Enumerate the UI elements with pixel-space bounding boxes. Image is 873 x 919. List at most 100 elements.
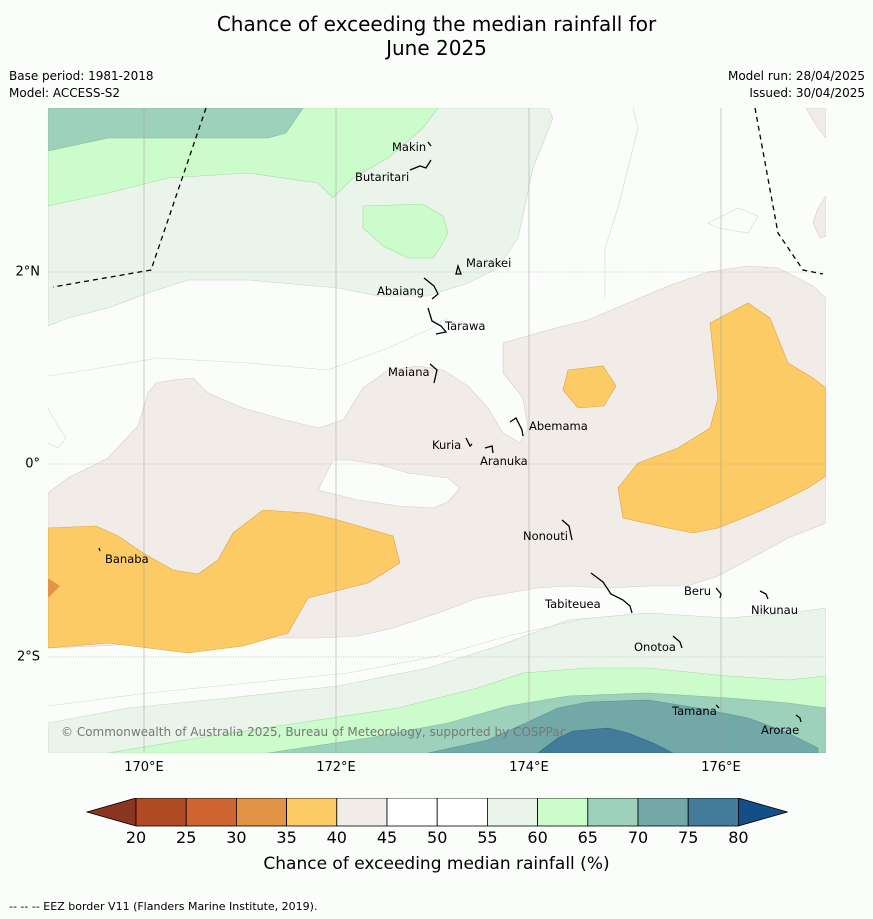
contour-45-55-hole <box>317 459 461 509</box>
onotoa-island <box>672 635 683 649</box>
label-abemama: Abemama <box>529 419 588 433</box>
x-tick-172e: 172°E <box>316 760 356 775</box>
title-line-1: Chance of exceeding the median rainfall … <box>216 12 657 36</box>
label-onotoa: Onotoa <box>634 640 676 654</box>
contour-40-45-ne2 <box>812 195 826 239</box>
colorbar-segment <box>235 798 287 827</box>
colorbar-tick-label: 25 <box>176 828 197 847</box>
contour-line-50d <box>707 207 759 234</box>
colorbar-under-arrow <box>86 798 137 827</box>
contour-line-50 <box>48 317 449 377</box>
contour-35-40-small <box>562 365 617 409</box>
colorbar-tick-label: 55 <box>477 828 498 847</box>
banaba-island <box>98 547 101 552</box>
colorbar-tick-label: 30 <box>226 828 247 847</box>
label-kuria: Kuria <box>432 438 461 452</box>
colorbar-tick-label: 20 <box>125 828 147 847</box>
makin-island <box>427 141 432 147</box>
contour-35-40-west <box>48 509 401 654</box>
issued-date: Issued: 30/04/2025 <box>749 86 865 100</box>
colorbar-segment <box>537 798 589 827</box>
tarawa-island <box>427 307 448 335</box>
contour-line-50c <box>604 108 639 298</box>
arorae-island <box>795 714 802 723</box>
gridlines <box>48 108 826 753</box>
label-butaritari: Butaritari <box>355 170 409 184</box>
model-name: Model: ACCESS-S2 <box>9 86 121 100</box>
eez-border-west <box>52 108 207 288</box>
abemama-island <box>509 417 524 437</box>
label-beru: Beru <box>684 584 711 598</box>
colorbar-segment <box>637 798 689 827</box>
label-abaiang: Abaiang <box>377 284 424 298</box>
colorbar-tick-label: 45 <box>376 828 398 847</box>
kuria-island <box>465 437 473 448</box>
label-banaba: Banaba <box>105 552 149 566</box>
contour-30-35-edge <box>48 578 60 598</box>
tamana-island <box>715 704 720 709</box>
contour-70-75-south <box>427 699 819 753</box>
label-tarawa: Tarawa <box>444 319 485 333</box>
meta-left: Base period: 1981-2018 Model: ACCESS-S2 <box>9 68 154 102</box>
colorbar-segment <box>135 798 187 827</box>
label-arorae: Arorae <box>761 723 799 737</box>
contour-line-50e <box>48 407 67 449</box>
colorbar-segment <box>436 798 488 827</box>
colorbar-segment <box>286 798 338 827</box>
colorbar-segment <box>336 798 388 827</box>
contour-75-80-south <box>537 727 674 753</box>
label-nikunau: Nikunau <box>751 603 798 617</box>
x-tick-176e: 176°E <box>701 760 741 775</box>
base-period: Base period: 1981-2018 <box>9 69 154 83</box>
copyright-notice: © Commonwealth of Australia 2025, Bureau… <box>61 725 566 739</box>
chart-title: Chance of exceeding the median rainfall … <box>0 12 873 60</box>
butaritari-island <box>409 159 432 171</box>
label-maiana: Maiana <box>388 365 430 379</box>
label-makin: Makin <box>392 140 426 154</box>
colorbar-tick-label: 35 <box>276 828 297 847</box>
meta-right: Model run: 28/04/2025 Issued: 30/04/2025 <box>728 68 865 102</box>
nonouti-island <box>561 519 573 541</box>
maiana-island <box>429 363 438 384</box>
colorbar-tick-label: 65 <box>577 828 598 847</box>
beru-island <box>715 587 722 599</box>
x-tick-170e: 170°E <box>124 760 164 775</box>
label-marakei: Marakei <box>466 256 511 270</box>
y-tick-0: 0° <box>25 456 40 472</box>
footer-eez-note: -- -- -- EEZ border V11 (Flanders Marine… <box>9 900 318 913</box>
tabiteuea-island <box>590 572 633 614</box>
colorbar-tick-label: 80 <box>728 828 749 847</box>
colorbar-segment <box>185 798 237 827</box>
colorbar-segment <box>486 798 538 827</box>
y-tick-2s: 2°S <box>16 649 40 665</box>
label-tabiteuea: Tabiteuea <box>544 597 601 611</box>
island-outlines <box>98 141 802 723</box>
abaiang-island <box>423 277 439 300</box>
colorbar-segment <box>386 798 438 827</box>
colorbar-tick-label: 60 <box>527 828 548 847</box>
eez-border-east <box>754 108 824 275</box>
model-run: Model run: 28/04/2025 <box>727 69 865 83</box>
y-tick-2n: 2°N <box>15 264 41 280</box>
colorbar-segment <box>687 798 739 827</box>
colorbar-tick-label: 75 <box>678 828 699 847</box>
label-tamana: Tamana <box>671 704 717 718</box>
rainfall-map: Makin Butaritari Marakei Abaiang Tarawa … <box>48 108 826 753</box>
aranuka-island <box>484 445 494 454</box>
label-nonouti: Nonouti <box>523 529 568 543</box>
contour-line-50b <box>48 617 589 707</box>
label-aranuka: Aranuka <box>480 454 528 468</box>
marakei-island <box>455 263 462 275</box>
x-tick-174e: 174°E <box>509 760 549 775</box>
colorbar <box>86 798 788 827</box>
nikunau-island <box>759 590 769 600</box>
contour-65-70-north <box>48 108 304 152</box>
colorbar-tick-label: 50 <box>427 828 448 847</box>
colorbar-segment <box>587 798 639 827</box>
colorbar-title: Chance of exceeding median rainfall (%) <box>263 854 610 874</box>
colorbar-tick-label: 70 <box>627 828 649 847</box>
title-line-2: June 2025 <box>386 36 487 60</box>
contour-60-65-patch <box>362 203 449 259</box>
contour-40-45-ne <box>805 108 826 139</box>
colorbar-over-arrow <box>738 798 788 827</box>
